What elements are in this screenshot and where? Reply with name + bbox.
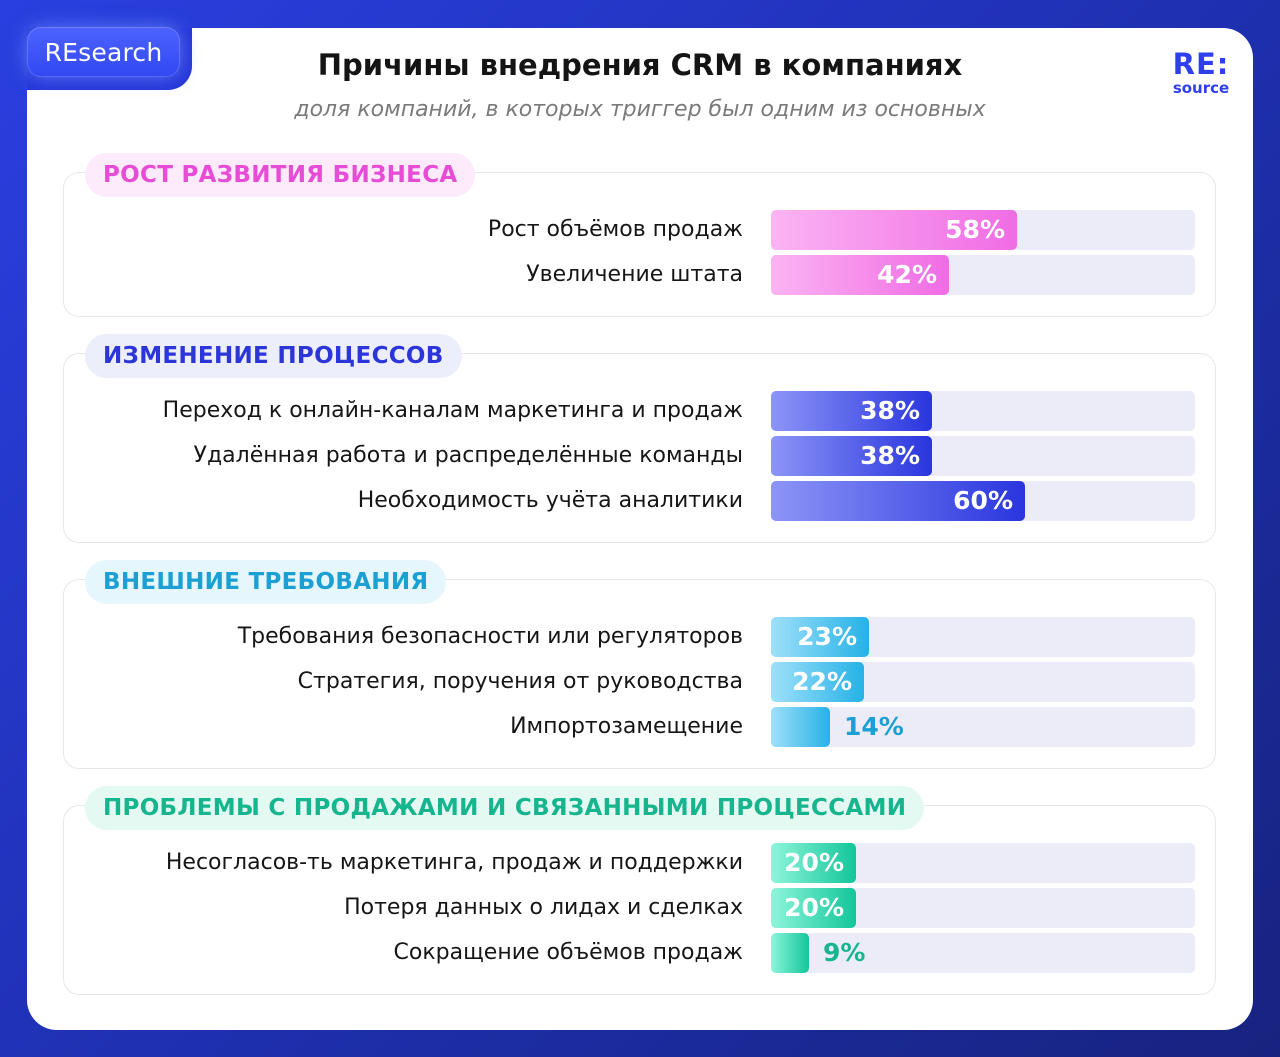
group-title: ИЗМЕНЕНИЕ ПРОЦЕССОВ: [85, 334, 462, 378]
data-label: 58%: [945, 215, 1005, 244]
bar-track: 60%: [771, 481, 1195, 521]
data-label: 42%: [877, 260, 937, 289]
bar-track: 9%: [771, 933, 1195, 973]
bar-track: 38%: [771, 436, 1195, 476]
data-label: 20%: [784, 848, 844, 877]
bar: [771, 391, 932, 431]
bar-track: 58%: [771, 210, 1195, 250]
group-title: ПРОБЛЕМЫ С ПРОДАЖАМИ И СВЯЗАННЫМИ ПРОЦЕС…: [85, 786, 925, 830]
bar: [771, 436, 932, 476]
category-label: Увеличение штата: [526, 262, 743, 287]
chart-subtitle: доля компаний, в которых триггер был одн…: [294, 97, 986, 122]
category-label: Требования безопасности или регуляторов: [237, 624, 743, 649]
bar-track: 20%: [771, 843, 1195, 883]
data-label: 60%: [953, 486, 1013, 515]
group-title: РОСТ РАЗВИТИЯ БИЗНЕСА: [85, 153, 476, 197]
bar: [771, 933, 809, 973]
category-label: Потеря данных о лидах и сделках: [344, 895, 743, 920]
category-label: Импортозамещение: [510, 714, 743, 739]
data-label: 38%: [860, 441, 920, 470]
category-label: Переход к онлайн-каналам маркетинга и пр…: [162, 398, 743, 423]
data-label: 22%: [792, 667, 852, 696]
bar-track: 38%: [771, 391, 1195, 431]
category-label: Рост объёмов продаж: [487, 217, 743, 242]
bar: [771, 617, 869, 657]
bar-track: 22%: [771, 662, 1195, 702]
logo-wordmark: source: [1172, 79, 1230, 97]
data-label: 23%: [797, 622, 857, 651]
bar: [771, 481, 1025, 521]
category-label: Необходимость учёта аналитики: [357, 488, 743, 513]
chart-title: Причины внедрения CRM в компаниях: [317, 48, 963, 82]
bar: [771, 255, 949, 295]
bar: [771, 707, 830, 747]
bar-track: 42%: [771, 255, 1195, 295]
category-label: Сокращение объёмов продаж: [393, 940, 743, 965]
bar-track: 23%: [771, 617, 1195, 657]
bar: [771, 662, 864, 702]
bar-track: 14%: [771, 707, 1195, 747]
category-label: Удалённая работа и распределённые команд…: [193, 443, 743, 468]
data-label: 20%: [784, 893, 844, 922]
data-label: 9%: [823, 938, 866, 967]
bar: [771, 210, 1017, 250]
bar-track: 20%: [771, 888, 1195, 928]
resource-logo: RE: source: [1170, 50, 1232, 96]
bar: [771, 843, 856, 883]
group-title: ВНЕШНИЕ ТРЕБОВАНИЯ: [85, 560, 447, 604]
logo-mark: RE:: [1172, 47, 1230, 81]
data-label: 38%: [860, 396, 920, 425]
brand-tab: REsearch: [27, 27, 180, 77]
category-label: Стратегия, поручения от руководства: [297, 669, 743, 694]
category-label: Несогласов-ть маркетинга, продаж и подде…: [165, 850, 743, 875]
data-label: 14%: [844, 712, 904, 741]
bar: [771, 888, 856, 928]
